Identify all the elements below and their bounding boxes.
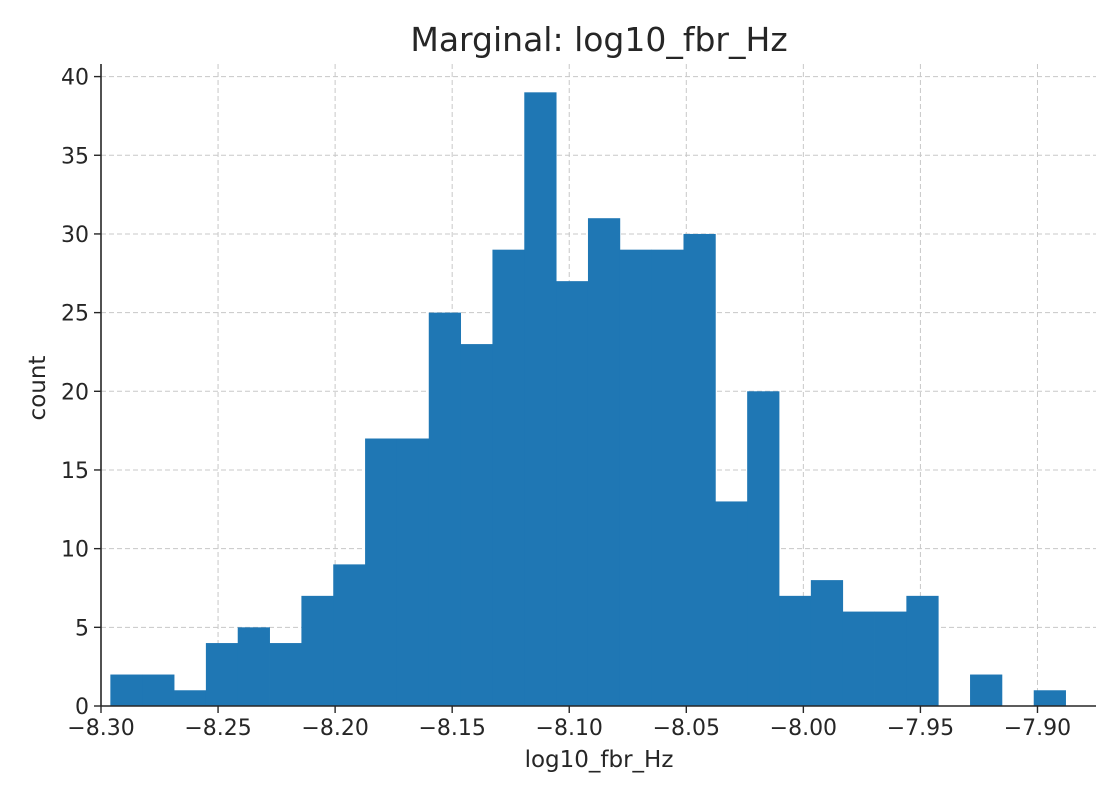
histogram-bars: [110, 92, 1066, 707]
x-axis-label: log10_fbr_Hz: [525, 747, 674, 773]
y-tick-label: 30: [61, 223, 89, 248]
x-tick-label: −7.95: [887, 716, 954, 741]
histogram-bar: [237, 627, 270, 706]
y-tick-label: 0: [75, 695, 89, 720]
chart-title: Marginal: log10_fbr_Hz: [410, 20, 787, 59]
histogram-bar: [333, 564, 366, 706]
x-tick-label: −8.05: [653, 716, 720, 741]
x-tick-label: −8.20: [301, 716, 368, 741]
histogram-bar: [747, 391, 780, 706]
histogram-bar: [524, 92, 557, 706]
y-tick-label: 20: [61, 380, 89, 405]
x-tick-label: −8.25: [184, 716, 251, 741]
histogram-bar: [1033, 690, 1066, 706]
histogram-bar: [779, 595, 812, 706]
y-tick-label: 5: [75, 616, 89, 641]
histogram-bar: [874, 611, 907, 706]
y-tick-label: 25: [61, 302, 89, 327]
histogram-bar: [810, 580, 844, 706]
y-axis-label: count: [25, 356, 51, 421]
histogram-bar: [110, 674, 143, 706]
y-tick-label: 10: [61, 538, 89, 563]
histogram-bar: [970, 674, 1003, 706]
x-tick-label: −8.00: [770, 716, 837, 741]
axes: [100, 64, 1096, 707]
histogram-bar: [301, 595, 334, 706]
histogram-bar: [365, 438, 398, 706]
histogram-bar: [428, 312, 462, 706]
x-tick-label: −8.30: [67, 716, 134, 741]
histogram-bar: [460, 344, 493, 706]
histogram-bar: [174, 690, 207, 706]
histogram-bar: [587, 218, 621, 707]
tick-marks: −8.30 −8.25 −8.20 −8.15 −8.10 −8.05 −8.00 −7.95…: [61, 66, 1071, 741]
x-tick-label: −8.15: [418, 716, 485, 741]
histogram-bar: [619, 249, 653, 707]
histogram-bar: [715, 501, 748, 706]
histogram-bar: [205, 643, 239, 706]
histogram-bar: [683, 233, 716, 707]
histogram-bar: [492, 249, 525, 707]
y-tick-label: 15: [61, 459, 89, 484]
histogram-bar: [906, 595, 939, 706]
x-tick-label: −8.10: [536, 716, 603, 741]
x-tick-label: −7.90: [1004, 716, 1071, 741]
histogram-bar: [396, 438, 430, 706]
histogram-bar: [142, 674, 175, 706]
histogram-bar: [269, 643, 302, 706]
histogram-bar: [651, 249, 684, 707]
histogram-bar: [556, 281, 589, 706]
y-tick-label: 35: [61, 144, 89, 169]
histogram-bar: [842, 611, 875, 706]
y-tick-label: 40: [61, 66, 89, 91]
